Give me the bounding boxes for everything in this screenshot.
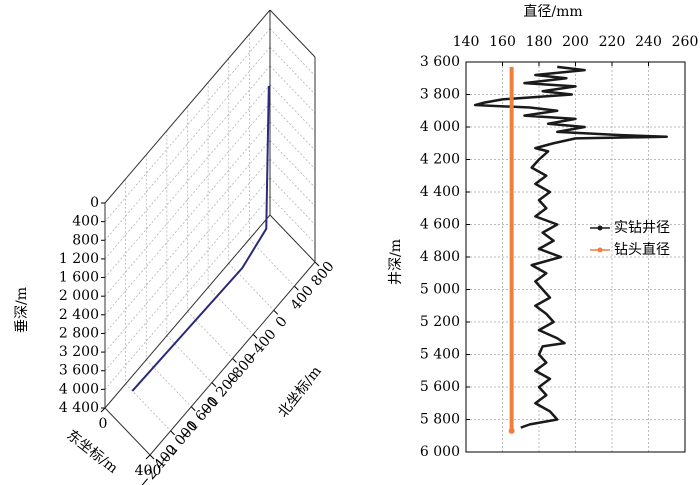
grid-line (269, 140, 316, 188)
z-tick-label: 800 (72, 232, 99, 248)
y-tick-label: 5 800 (420, 412, 460, 428)
x-tick-label: 260 (672, 34, 699, 50)
tick-mark (294, 285, 299, 291)
x-tick-label: 400 (135, 463, 162, 479)
grid-line (145, 359, 192, 407)
z-axis-label: 垂深/m (14, 287, 30, 333)
y-axis-label: 井深/m (388, 239, 404, 285)
z-tick-label: 3 200 (59, 344, 99, 360)
x-axis-label: 直径/mm (523, 3, 582, 20)
y-tick-label: 6 000 (420, 444, 460, 460)
grid-line (269, 47, 316, 95)
grid-line (249, 238, 295, 287)
grid-line (187, 311, 233, 359)
y-tick-label: 3 600 (420, 54, 460, 70)
tick-mark (211, 382, 217, 387)
plot-frame (465, 61, 686, 453)
x-tick-label: 0 (99, 416, 108, 432)
tick-mark (190, 406, 196, 412)
axis-line (269, 214, 316, 263)
y-tick-label: 4 400 (420, 184, 460, 200)
trajectory (131, 85, 270, 392)
y-tick-label: 5 000 (420, 282, 460, 298)
y-tick-label: 400 (288, 283, 317, 314)
legend-label: 钻头直径 (614, 241, 670, 258)
z-tick-label: 2 000 (59, 288, 99, 304)
grid-line (104, 65, 271, 260)
z-tick-label: 4 400 (59, 400, 99, 416)
grid-line (228, 263, 275, 311)
tick-mark (232, 358, 237, 363)
y-tick-label: 4 200 (420, 152, 460, 168)
x-axis-label: 东坐标/m (63, 427, 120, 477)
grid-line (104, 140, 271, 334)
grid-line (104, 84, 271, 278)
y-tick-label: 5 400 (420, 347, 460, 363)
z-tick-label: 1 200 (59, 251, 99, 267)
y-tick-label: 4 800 (420, 249, 460, 265)
axis-line (104, 407, 151, 456)
z-tick-label: 4 000 (59, 381, 99, 397)
z-tick-label: 2 800 (59, 325, 99, 341)
y-tick-label: 4 000 (420, 119, 460, 135)
x-tick-label: 140 (453, 34, 480, 50)
legend-marker (597, 247, 603, 253)
y-axis-label: 北坐标/m (275, 363, 325, 420)
grid-line (269, 84, 316, 132)
x-tick-label: 200 (562, 34, 589, 50)
y-tick-label: 5 200 (420, 314, 460, 330)
y-tick-label: 5 600 (420, 379, 460, 395)
axis-line (104, 214, 271, 409)
tick-mark (314, 261, 320, 267)
z-tick-label: 400 (72, 214, 99, 230)
series-line (473, 65, 668, 429)
grid-line (269, 102, 316, 151)
grid-line (166, 335, 213, 383)
x-tick-label: 180 (526, 34, 553, 50)
legend-marker (597, 225, 603, 231)
y-tick-label: 3 800 (420, 87, 460, 103)
tick-mark (252, 334, 258, 339)
grid-line (269, 65, 316, 114)
axis-line (269, 9, 316, 58)
z-tick-label: 1 600 (59, 270, 99, 286)
z-tick-label: 3 600 (59, 363, 99, 379)
grid-line (125, 383, 171, 432)
grid-line (269, 177, 316, 225)
z-tick-label: 0 (90, 195, 99, 211)
y-tick-label: 800 (308, 259, 337, 290)
y-tick-label: 4 600 (420, 217, 460, 233)
x-tick-label: 240 (635, 34, 662, 50)
legend-label: 实钻井径 (614, 220, 670, 236)
tick-mark (273, 309, 279, 315)
grid-line (104, 28, 271, 222)
x-tick-label: 220 (599, 34, 626, 50)
z-tick-label: 2 400 (59, 307, 99, 323)
tick-mark (145, 454, 151, 460)
y-tick-label: 0 (273, 314, 291, 331)
tick-mark (149, 454, 155, 460)
axis-line (149, 261, 316, 456)
x-tick-label: 160 (489, 34, 516, 50)
tick-mark (170, 430, 175, 436)
grid-line (269, 121, 316, 170)
grid-line (269, 28, 316, 76)
grid-line (207, 287, 254, 335)
axis-line (104, 9, 271, 204)
tick-mark (100, 407, 106, 413)
grid-line (269, 158, 316, 207)
end-marker (508, 427, 515, 434)
grid-line (269, 196, 316, 244)
